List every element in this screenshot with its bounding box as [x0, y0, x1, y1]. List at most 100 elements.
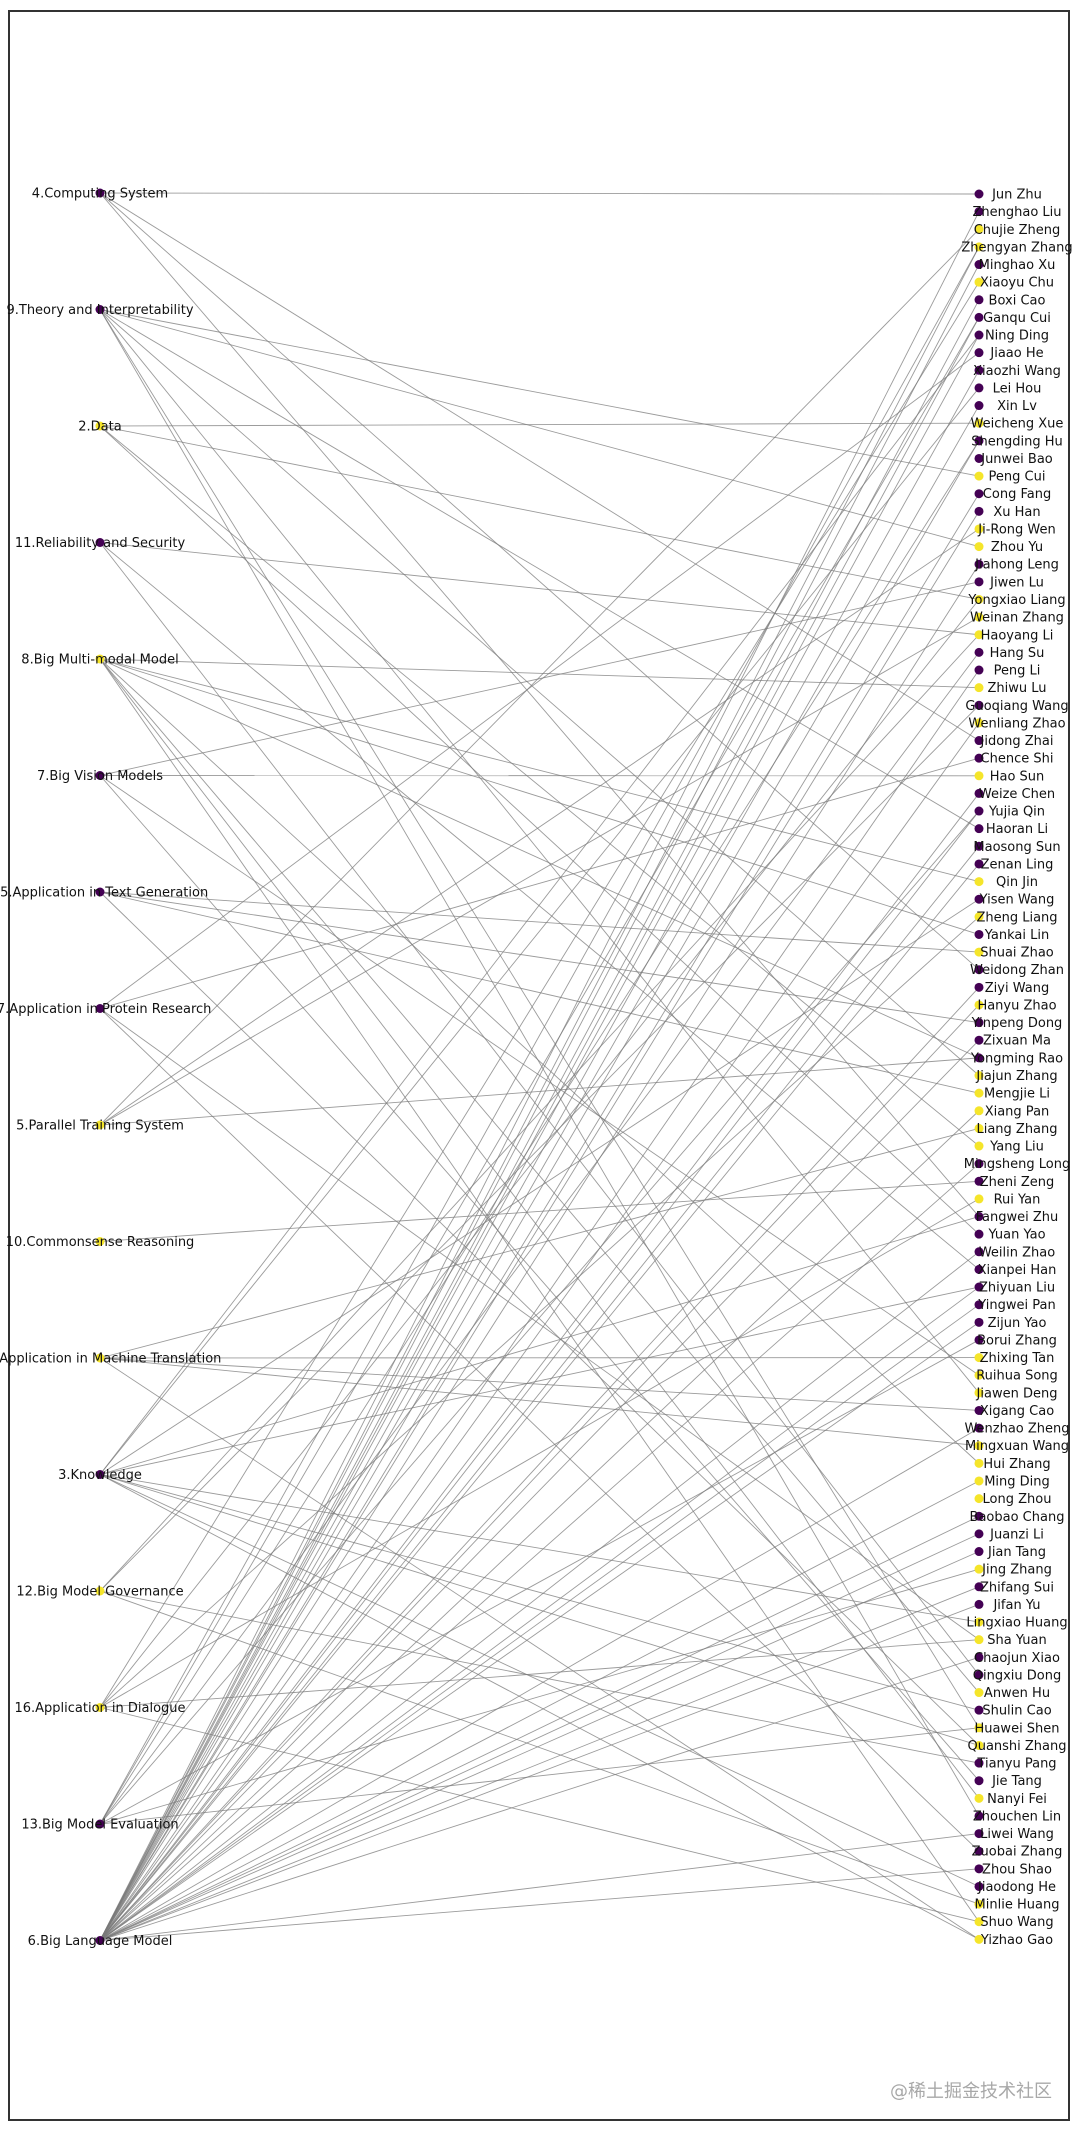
- person-label: Hao Sun: [990, 769, 1045, 784]
- edge: [99, 425, 980, 1147]
- person-node: [974, 577, 984, 587]
- edge: [99, 658, 980, 1693]
- person-node: [974, 1511, 984, 1521]
- person-node: [974, 1353, 984, 1363]
- person-node: [974, 453, 984, 463]
- person-node: [974, 1547, 984, 1557]
- person-node: [974, 1458, 984, 1468]
- person-node: [974, 1088, 984, 1098]
- edge: [99, 1427, 980, 1941]
- person-label: Shulin Cao: [982, 1704, 1051, 1719]
- edge-layer: [99, 192, 980, 1941]
- person-node: [974, 630, 984, 640]
- person-label: Hui Zhang: [983, 1457, 1050, 1472]
- edge: [99, 1551, 980, 1941]
- person-node: [974, 1917, 984, 1927]
- person-node: [974, 1881, 984, 1891]
- topic-label: 12.Big Model Governance: [16, 1585, 183, 1600]
- person-node: [974, 1405, 984, 1415]
- person-node: [974, 1934, 984, 1944]
- topic-node: [95, 305, 105, 314]
- person-node: [974, 753, 984, 763]
- edge: [99, 1198, 980, 1708]
- edge: [99, 1474, 980, 1887]
- person-node: [974, 1000, 984, 1010]
- person-label: Zenan Ling: [981, 857, 1054, 872]
- person-label: Jian Tang: [987, 1545, 1046, 1560]
- person-label: Chujie Zheng: [974, 223, 1061, 238]
- person-node: [974, 559, 984, 569]
- person-label: Rui Yan: [994, 1192, 1041, 1207]
- person-label: Mingsheng Long: [964, 1157, 1070, 1172]
- person-label: Yang Liu: [989, 1140, 1044, 1155]
- person-node: [974, 365, 984, 375]
- person-node: [974, 1264, 984, 1274]
- edge: [99, 563, 980, 1941]
- topic-node: [95, 188, 105, 198]
- person-label: Shengding Hu: [971, 434, 1062, 449]
- topic-node: [95, 1353, 105, 1363]
- edge: [99, 511, 980, 1941]
- person-label: Xianpei Han: [978, 1263, 1057, 1278]
- person-label: Xiaozhi Wang: [973, 364, 1061, 379]
- edge: [99, 916, 980, 1708]
- edge: [99, 309, 980, 830]
- person-node: [974, 1829, 984, 1839]
- person-label: Zhou Yu: [991, 540, 1043, 555]
- person-label: Ning Ding: [985, 329, 1049, 344]
- person-label: Cong Fang: [983, 487, 1051, 502]
- edge: [99, 440, 980, 1825]
- person-node: [974, 1123, 984, 1133]
- edge: [99, 898, 980, 1475]
- topic-label: 4.Computing System: [32, 187, 168, 202]
- person-node: [974, 859, 984, 869]
- person-node: [974, 1846, 984, 1856]
- topic-label: 7.Big Vision Models: [37, 769, 163, 784]
- person-node: [974, 1335, 984, 1345]
- topic-node: [95, 1004, 105, 1013]
- person-node: [974, 524, 984, 534]
- person-node: [974, 700, 984, 710]
- edge: [99, 352, 980, 1009]
- topic-node: [95, 1237, 105, 1246]
- person-label: Juanzi Li: [989, 1527, 1044, 1542]
- person-label: Yankai Lin: [984, 928, 1049, 943]
- topic-node: [95, 1936, 105, 1945]
- edge: [99, 192, 980, 1217]
- person-label: Mengjie Li: [984, 1087, 1050, 1102]
- person-node: [974, 771, 984, 781]
- topic-label: 5.Parallel Training System: [16, 1119, 184, 1134]
- person-label: Yujia Qin: [988, 805, 1045, 820]
- person-node: [974, 1229, 984, 1239]
- person-label: Zhou Shao: [982, 1862, 1052, 1877]
- person-node: [974, 1370, 984, 1380]
- person-label: Xiaoyu Chu: [980, 276, 1054, 291]
- person-node: [974, 1688, 984, 1698]
- person-node: [974, 471, 984, 481]
- edge: [99, 192, 980, 741]
- edge: [99, 1474, 980, 1746]
- edge: [99, 1321, 980, 1941]
- person-node: [974, 894, 984, 904]
- edge: [99, 1480, 980, 1941]
- person-node: [974, 506, 984, 516]
- person-node: [974, 1282, 984, 1292]
- person-label: Yisen Wang: [979, 893, 1055, 908]
- person-label: Minlie Huang: [975, 1898, 1060, 1913]
- person-label: Jing Zhang: [981, 1563, 1052, 1578]
- person-label: Jie Tang: [991, 1774, 1042, 1789]
- topic-node: [95, 1703, 105, 1712]
- person-node: [974, 1423, 984, 1433]
- topic-label: 8.Big Multi-modal Model: [21, 653, 178, 668]
- topic-label: 2.Data: [78, 420, 121, 435]
- person-label: Zhengyan Zhang: [961, 240, 1072, 255]
- edge: [99, 1639, 980, 1708]
- edge: [99, 1180, 980, 1242]
- person-label: Sha Yuan: [987, 1633, 1046, 1648]
- topic-node: [95, 421, 105, 431]
- person-label: Zijun Yao: [988, 1316, 1047, 1331]
- person-node: [974, 542, 984, 552]
- topic-label: 9.Theory and Interpretability: [6, 303, 193, 318]
- person-node: [974, 1441, 984, 1451]
- person-node: [974, 1740, 984, 1750]
